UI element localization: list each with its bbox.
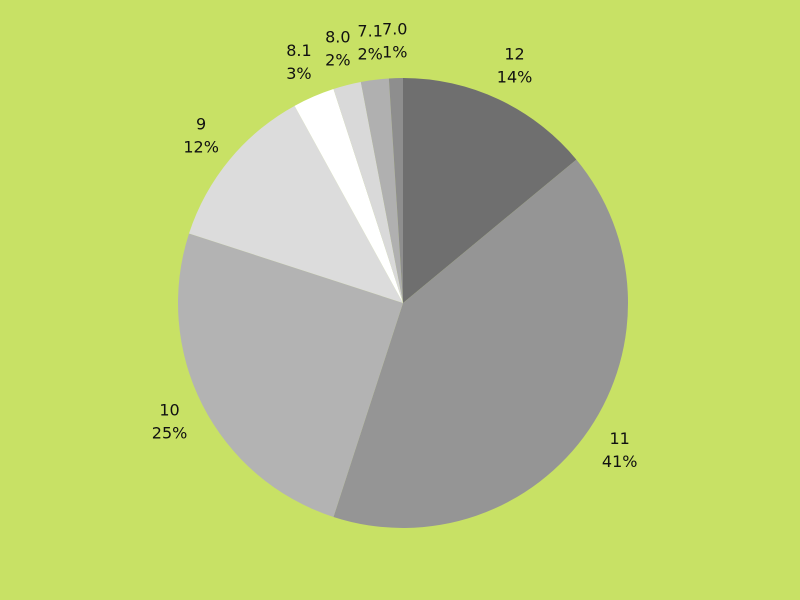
- slice-value-label: 1%: [382, 43, 407, 62]
- pie-slice: [294, 89, 403, 303]
- pie-slice: [178, 233, 403, 517]
- slice-value-label: 41%: [602, 452, 638, 471]
- slice-value-label: 12%: [183, 137, 219, 156]
- slice-label: 7.1: [357, 22, 382, 41]
- pie-slice: [360, 78, 403, 303]
- slice-label: 8.0: [325, 28, 350, 47]
- pie-slice: [333, 81, 403, 303]
- slice-value-label: 2%: [357, 45, 382, 64]
- slice-label: 9: [196, 114, 206, 133]
- slice-value-label: 2%: [325, 51, 350, 70]
- pie-slice: [189, 105, 403, 303]
- slice-label: 11: [610, 429, 630, 448]
- slice-value-label: 3%: [286, 64, 311, 83]
- slice-value-label: 14%: [497, 67, 533, 86]
- slice-label: 8.1: [286, 41, 311, 60]
- slice-label: 12: [504, 44, 524, 63]
- slice-value-label: 25%: [152, 423, 188, 442]
- slice-label: 10: [159, 400, 179, 419]
- slice-label: 7.0: [382, 20, 407, 39]
- pie-slice: [388, 78, 403, 303]
- pie-slice: [403, 78, 577, 303]
- pie-slice: [333, 159, 629, 529]
